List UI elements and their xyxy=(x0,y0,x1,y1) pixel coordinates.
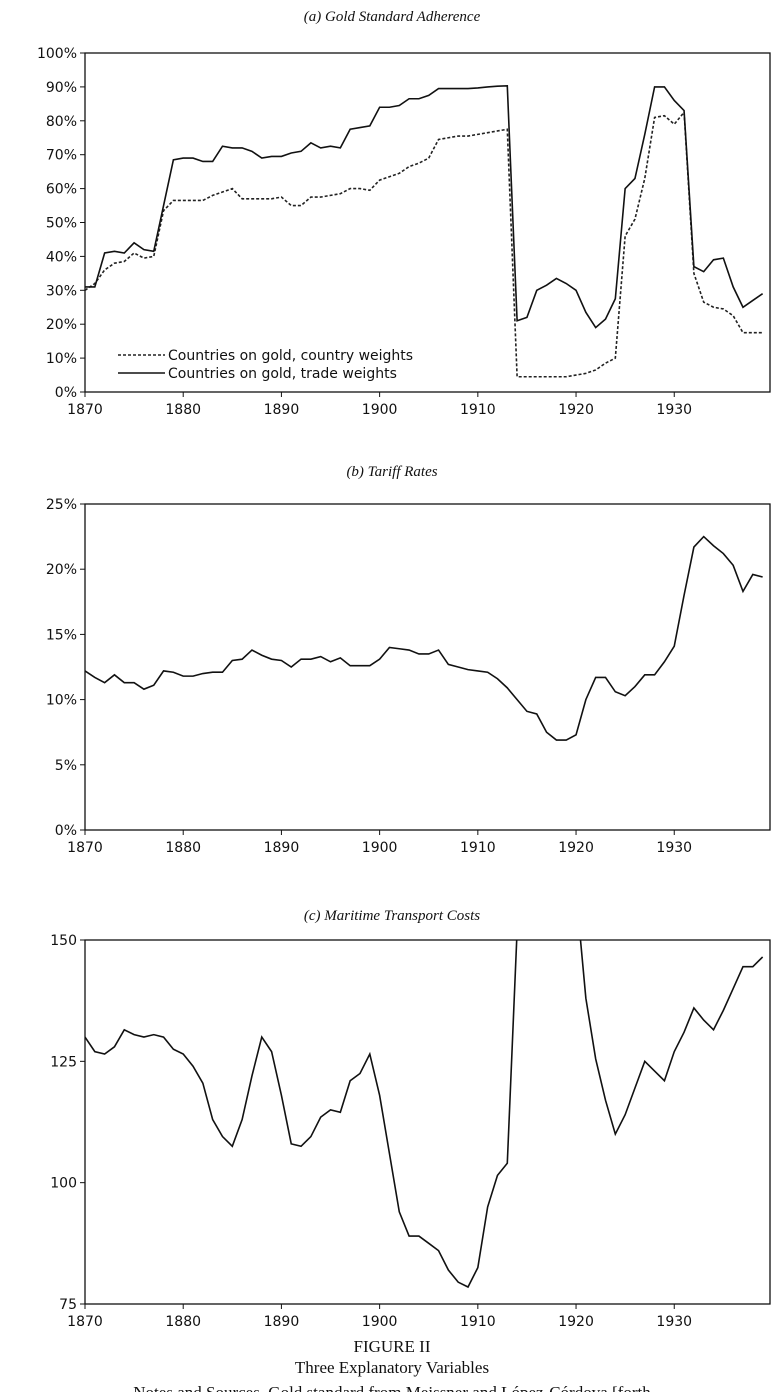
y-tick-label: 75 xyxy=(59,1297,77,1313)
x-tick-label: 1910 xyxy=(460,840,496,856)
x-tick-label: 1870 xyxy=(67,402,103,418)
x-tick-label: 1880 xyxy=(165,1314,201,1330)
x-tick-label: 1910 xyxy=(460,402,496,418)
x-tick-label: 1930 xyxy=(656,840,692,856)
y-tick-label: 15% xyxy=(46,627,77,643)
plot-frame xyxy=(84,503,771,831)
y-tick-label: 60% xyxy=(46,182,77,198)
y-tick-label: 25% xyxy=(46,497,77,513)
data-line xyxy=(85,940,764,1289)
y-tick-label: 0% xyxy=(55,385,77,401)
data-line xyxy=(85,535,763,741)
x-tick-label: 1910 xyxy=(460,1314,496,1330)
y-tick-label: 50% xyxy=(46,216,77,232)
plot-frame xyxy=(84,939,771,1305)
x-tick-label: 1890 xyxy=(264,402,300,418)
y-tick-label: 10% xyxy=(46,693,77,709)
y-tick-label: 80% xyxy=(46,114,77,130)
y-tick-label: 20% xyxy=(46,562,77,578)
x-tick-label: 1900 xyxy=(362,402,398,418)
figure-title: Three Explanatory Variables xyxy=(295,1358,489,1377)
y-tick-label: 100% xyxy=(37,46,77,62)
y-tick-label: 30% xyxy=(46,283,77,299)
x-tick-label: 1920 xyxy=(558,402,594,418)
legend-label: Countries on gold, trade weights xyxy=(168,366,397,382)
x-tick-label: 1900 xyxy=(362,1314,398,1330)
x-tick-label: 1900 xyxy=(362,840,398,856)
x-tick-label: 1920 xyxy=(558,1314,594,1330)
x-tick-label: 1870 xyxy=(67,840,103,856)
y-tick-label: 40% xyxy=(46,249,77,265)
y-tick-label: 20% xyxy=(46,317,77,333)
figure-label: FIGURE II xyxy=(354,1337,431,1356)
x-tick-label: 1890 xyxy=(264,1314,300,1330)
x-tick-label: 1930 xyxy=(656,402,692,418)
data-line xyxy=(85,110,763,378)
y-tick-label: 90% xyxy=(46,80,77,96)
plot-frame xyxy=(84,52,771,393)
x-tick-label: 1930 xyxy=(656,1314,692,1330)
legend-label: Countries on gold, country weights xyxy=(168,348,413,364)
x-tick-label: 1920 xyxy=(558,840,594,856)
panel-title: (c) Maritime Transport Costs xyxy=(304,908,480,924)
y-tick-label: 125 xyxy=(50,1054,77,1070)
figure-note: Notes and Sources. Gold standard from Me… xyxy=(133,1383,651,1392)
y-tick-label: 0% xyxy=(55,823,77,839)
y-tick-label: 150 xyxy=(50,933,77,949)
x-tick-label: 1870 xyxy=(67,1314,103,1330)
y-tick-label: 10% xyxy=(46,351,77,367)
x-tick-label: 1890 xyxy=(264,840,300,856)
y-tick-label: 5% xyxy=(55,758,77,774)
data-line xyxy=(85,85,764,329)
panel-title: (a) Gold Standard Adherence xyxy=(304,9,481,25)
y-tick-label: 70% xyxy=(46,148,77,164)
y-tick-label: 100 xyxy=(50,1176,77,1192)
panel-title: (b) Tariff Rates xyxy=(346,464,437,480)
x-tick-label: 1880 xyxy=(165,402,201,418)
x-tick-label: 1880 xyxy=(165,840,201,856)
